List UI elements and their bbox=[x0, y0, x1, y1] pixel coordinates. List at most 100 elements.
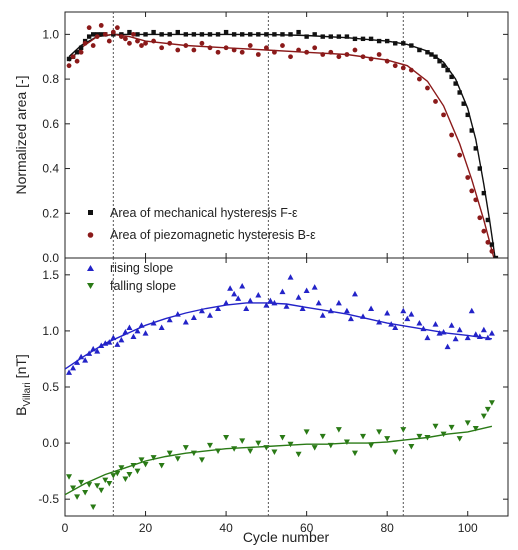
x-tick-label: 40 bbox=[219, 521, 233, 535]
data-point bbox=[94, 348, 101, 354]
data-point bbox=[264, 32, 269, 37]
data-point bbox=[66, 369, 73, 375]
data-point bbox=[335, 427, 342, 433]
data-point bbox=[174, 456, 181, 462]
data-point bbox=[150, 320, 157, 326]
data-point bbox=[312, 32, 317, 37]
data-point bbox=[110, 29, 116, 35]
data-point bbox=[223, 45, 229, 51]
data-point bbox=[66, 63, 72, 69]
data-point bbox=[424, 334, 431, 341]
legend-label-piezomagnetic: Area of piezomagnetic hysteresis B-ε bbox=[110, 228, 316, 242]
data-point bbox=[465, 175, 471, 180]
data-point bbox=[239, 283, 246, 289]
data-point bbox=[433, 99, 438, 104]
data-point bbox=[182, 318, 189, 325]
y-tick-label: 0.8 bbox=[42, 72, 59, 86]
data-point bbox=[118, 465, 125, 471]
data-point bbox=[448, 424, 455, 431]
data-point bbox=[468, 307, 475, 314]
x-tick-label: 80 bbox=[381, 521, 395, 535]
data-point bbox=[267, 297, 274, 304]
data-point bbox=[223, 29, 229, 35]
data-point bbox=[279, 288, 286, 295]
data-point bbox=[102, 477, 109, 484]
data-point bbox=[288, 54, 293, 60]
data-point bbox=[118, 34, 124, 39]
data-point bbox=[417, 76, 422, 82]
data-point bbox=[142, 461, 149, 468]
data-point bbox=[416, 320, 423, 326]
data-point bbox=[432, 321, 439, 327]
data-point bbox=[480, 326, 487, 333]
y-tick-label: 0.0 bbox=[42, 436, 59, 450]
data-point bbox=[90, 32, 96, 37]
data-point bbox=[469, 128, 474, 133]
data-point bbox=[376, 318, 383, 325]
data-point bbox=[255, 292, 262, 298]
data-point bbox=[74, 494, 81, 500]
data-point bbox=[303, 429, 310, 435]
data-point bbox=[343, 307, 350, 314]
data-point bbox=[199, 32, 205, 37]
data-point bbox=[151, 38, 157, 44]
data-point bbox=[78, 353, 85, 360]
data-point bbox=[347, 315, 354, 322]
data-point bbox=[352, 47, 358, 53]
data-point bbox=[469, 188, 475, 194]
data-point bbox=[453, 81, 458, 86]
data-point bbox=[74, 50, 80, 55]
data-point bbox=[122, 329, 129, 335]
data-point bbox=[131, 31, 136, 37]
y-tick-label: 1.0 bbox=[42, 324, 59, 338]
data-point bbox=[151, 29, 156, 35]
data-point bbox=[70, 364, 77, 371]
data-point bbox=[287, 441, 294, 448]
bottom-data-points bbox=[66, 274, 495, 511]
data-point bbox=[255, 52, 261, 57]
data-point bbox=[481, 190, 487, 196]
data-point bbox=[384, 58, 390, 64]
data-point bbox=[384, 309, 391, 316]
data-point bbox=[98, 342, 105, 348]
data-point bbox=[106, 38, 112, 44]
data-point bbox=[134, 327, 141, 334]
data-point bbox=[445, 67, 450, 73]
legend-label-mechanical: Area of mechanical hysteresis F-ε bbox=[110, 206, 298, 220]
data-point bbox=[191, 32, 197, 37]
data-point bbox=[404, 315, 411, 322]
fit-line bbox=[64, 302, 492, 370]
data-point bbox=[343, 439, 350, 445]
data-point bbox=[231, 32, 237, 37]
bottom-legend: rising slope falling slope bbox=[87, 261, 176, 293]
y-tick-label: 0.2 bbox=[42, 206, 59, 220]
data-point bbox=[480, 413, 487, 420]
legend-marker-piezomagnetic bbox=[87, 232, 94, 238]
data-point bbox=[206, 442, 213, 449]
data-point bbox=[303, 287, 310, 294]
data-point bbox=[102, 31, 108, 37]
data-point bbox=[335, 299, 342, 306]
legend-label-falling: falling slope bbox=[110, 279, 176, 293]
data-point bbox=[456, 436, 463, 442]
data-point bbox=[327, 307, 334, 314]
data-point bbox=[336, 54, 342, 60]
data-point bbox=[376, 429, 383, 435]
data-point bbox=[74, 58, 80, 64]
data-point bbox=[319, 433, 326, 440]
x-tick-label: 100 bbox=[458, 521, 478, 535]
data-point bbox=[215, 32, 221, 37]
bottom-reference-lines bbox=[112, 258, 404, 516]
data-point bbox=[190, 314, 197, 320]
y-tick-label: 1.5 bbox=[42, 268, 59, 282]
data-point bbox=[384, 436, 391, 442]
data-point bbox=[392, 63, 398, 69]
x-axis-title: Cycle number bbox=[243, 529, 330, 545]
data-point bbox=[416, 433, 423, 440]
data-point bbox=[481, 228, 487, 234]
data-point bbox=[392, 449, 399, 456]
data-point bbox=[409, 43, 414, 48]
data-point bbox=[86, 34, 92, 39]
data-point bbox=[126, 324, 133, 331]
data-point bbox=[271, 449, 278, 456]
